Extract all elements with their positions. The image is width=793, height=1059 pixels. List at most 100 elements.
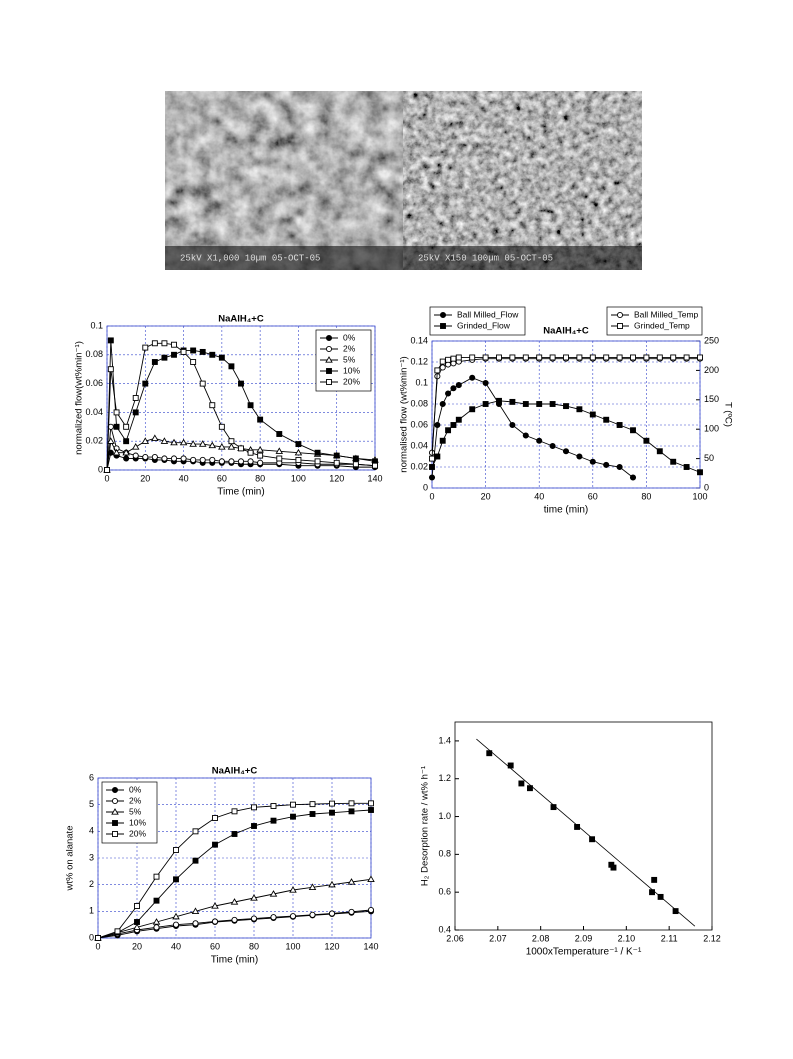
- legend-box: [429, 306, 526, 336]
- marker: [295, 456, 302, 463]
- legend-label: 2%: [343, 343, 356, 353]
- marker: [289, 886, 297, 893]
- marker: [112, 448, 121, 456]
- legend-label: Ball Milled_Temp: [634, 309, 699, 319]
- x-tick-label: 20: [132, 941, 142, 951]
- marker: [111, 786, 119, 794]
- marker: [455, 354, 462, 361]
- marker: [191, 907, 200, 914]
- marker: [180, 455, 187, 462]
- marker: [347, 878, 356, 885]
- marker: [190, 359, 197, 365]
- marker: [589, 836, 596, 843]
- marker: [603, 354, 610, 361]
- x-tick-label: 2.12: [703, 933, 721, 943]
- marker: [469, 374, 476, 381]
- marker: [111, 808, 119, 815]
- x-tick-label: 60: [210, 941, 220, 951]
- marker: [218, 423, 225, 430]
- x-tick-label: 100: [692, 491, 707, 501]
- marker: [455, 416, 462, 423]
- marker: [231, 808, 238, 815]
- y-tick-label: 0: [423, 482, 428, 492]
- marker: [228, 363, 235, 370]
- marker: [199, 380, 206, 387]
- marker: [429, 455, 435, 462]
- marker: [348, 800, 355, 807]
- marker: [482, 401, 489, 407]
- marker: [651, 876, 658, 883]
- marker: [616, 311, 624, 319]
- x-tick-label: 2.08: [532, 933, 550, 943]
- marker: [643, 437, 650, 444]
- marker: [228, 458, 235, 465]
- marker: [209, 456, 216, 463]
- marker: [329, 809, 335, 816]
- marker: [208, 441, 217, 449]
- marker: [616, 354, 623, 361]
- marker: [450, 385, 457, 392]
- marker: [134, 903, 140, 909]
- y-tick-label: 0.1: [90, 320, 103, 330]
- marker: [482, 354, 489, 361]
- marker: [171, 351, 177, 358]
- marker: [329, 800, 335, 807]
- marker: [308, 883, 317, 890]
- marker: [218, 443, 226, 450]
- marker: [610, 864, 617, 871]
- marker: [367, 875, 375, 882]
- marker: [536, 437, 543, 444]
- marker: [247, 402, 254, 409]
- x-tick-label: 100: [285, 941, 300, 951]
- marker: [113, 423, 120, 430]
- marker: [309, 911, 316, 918]
- x-tick-label: 120: [329, 473, 344, 483]
- x-tick-label: 2.11: [661, 933, 678, 943]
- x-tick-label: 60: [588, 491, 598, 501]
- marker: [649, 889, 655, 896]
- marker: [218, 458, 225, 465]
- marker: [368, 807, 374, 813]
- x-tick-label: 140: [367, 473, 382, 483]
- marker: [576, 354, 583, 361]
- y-tick-label: 2: [89, 879, 94, 889]
- marker: [549, 401, 556, 407]
- marker: [527, 785, 533, 792]
- marker: [576, 453, 583, 460]
- x-tick-label: 0: [104, 473, 109, 483]
- marker: [509, 398, 516, 405]
- marker: [629, 474, 637, 481]
- marker: [190, 456, 197, 463]
- y-tick-label: 6: [89, 772, 94, 782]
- x-tick-label: 2.06: [446, 933, 464, 943]
- plot-frame: [106, 325, 376, 471]
- marker: [209, 402, 216, 409]
- series-line: [106, 340, 376, 471]
- marker: [198, 440, 207, 447]
- x-tick-label: 0: [95, 941, 100, 951]
- marker: [161, 455, 168, 462]
- marker: [328, 910, 336, 917]
- marker: [469, 406, 476, 413]
- marker: [325, 356, 333, 363]
- marker: [172, 921, 180, 928]
- marker: [238, 380, 244, 387]
- x-tick-label: 20: [140, 473, 150, 483]
- marker: [276, 455, 283, 462]
- y-tick-label: 0.4: [438, 924, 451, 934]
- marker: [230, 898, 239, 905]
- marker: [549, 442, 556, 450]
- marker: [314, 449, 321, 456]
- marker: [496, 397, 502, 404]
- marker: [173, 876, 179, 883]
- marker: [314, 458, 321, 465]
- marker: [563, 403, 569, 410]
- marker: [132, 452, 139, 459]
- marker: [172, 912, 180, 920]
- marker: [114, 928, 121, 935]
- marker: [455, 382, 462, 389]
- x-tick-label: 140: [363, 941, 378, 951]
- marker: [439, 364, 446, 371]
- y-tick-label: 5: [89, 799, 94, 809]
- marker: [134, 919, 140, 925]
